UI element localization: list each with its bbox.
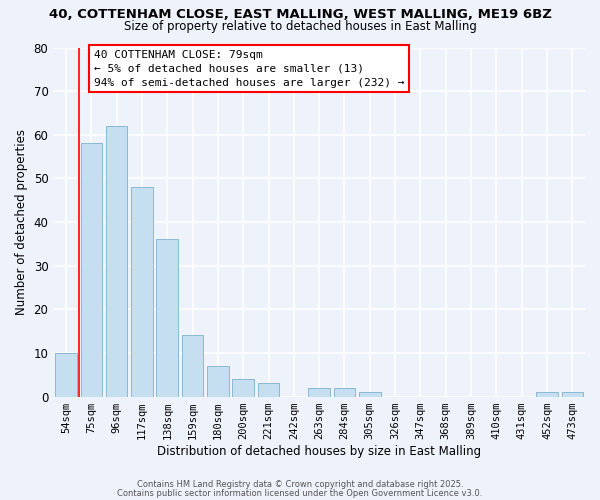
Bar (182, 336, 203, 396)
Bar (157, 240, 178, 396)
Text: Contains public sector information licensed under the Open Government Licence v3: Contains public sector information licen… (118, 488, 482, 498)
Y-axis label: Number of detached properties: Number of detached properties (15, 129, 28, 315)
Bar (359, 392, 380, 396)
Bar (562, 392, 583, 396)
Text: 40 COTTENHAM CLOSE: 79sqm
← 5% of detached houses are smaller (13)
94% of semi-d: 40 COTTENHAM CLOSE: 79sqm ← 5% of detach… (94, 50, 404, 88)
Bar (232, 379, 254, 396)
Bar (334, 388, 355, 396)
Bar (131, 187, 152, 396)
Bar (258, 384, 279, 396)
Bar (80, 144, 102, 396)
Bar (308, 388, 330, 396)
Bar (536, 392, 558, 396)
X-axis label: Distribution of detached houses by size in East Malling: Distribution of detached houses by size … (157, 444, 481, 458)
Text: Size of property relative to detached houses in East Malling: Size of property relative to detached ho… (124, 20, 476, 33)
Bar (55, 353, 77, 397)
Bar (207, 366, 229, 396)
Bar (106, 126, 127, 396)
Text: Contains HM Land Registry data © Crown copyright and database right 2025.: Contains HM Land Registry data © Crown c… (137, 480, 463, 489)
Text: 40, COTTENHAM CLOSE, EAST MALLING, WEST MALLING, ME19 6BZ: 40, COTTENHAM CLOSE, EAST MALLING, WEST … (49, 8, 551, 20)
